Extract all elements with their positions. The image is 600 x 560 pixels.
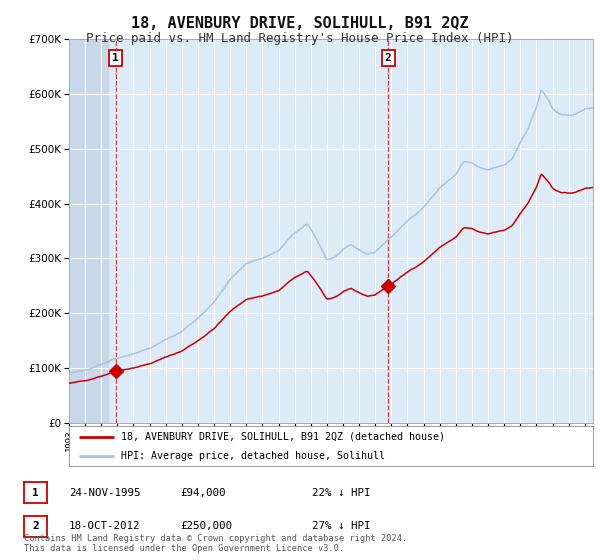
Text: 24-NOV-1995: 24-NOV-1995	[69, 488, 140, 498]
Text: 2: 2	[385, 53, 391, 63]
Text: Contains HM Land Registry data © Crown copyright and database right 2024.
This d: Contains HM Land Registry data © Crown c…	[24, 534, 407, 553]
Text: 1: 1	[32, 488, 39, 498]
Text: 18, AVENBURY DRIVE, SOLIHULL, B91 2QZ: 18, AVENBURY DRIVE, SOLIHULL, B91 2QZ	[131, 16, 469, 31]
Text: 27% ↓ HPI: 27% ↓ HPI	[312, 521, 371, 531]
Text: 22% ↓ HPI: 22% ↓ HPI	[312, 488, 371, 498]
Text: 18-OCT-2012: 18-OCT-2012	[69, 521, 140, 531]
Text: 18, AVENBURY DRIVE, SOLIHULL, B91 2QZ (detached house): 18, AVENBURY DRIVE, SOLIHULL, B91 2QZ (d…	[121, 432, 445, 442]
Text: Price paid vs. HM Land Registry's House Price Index (HPI): Price paid vs. HM Land Registry's House …	[86, 32, 514, 45]
Text: £94,000: £94,000	[180, 488, 226, 498]
Text: 2: 2	[32, 521, 39, 531]
Text: HPI: Average price, detached house, Solihull: HPI: Average price, detached house, Soli…	[121, 451, 385, 461]
Text: £250,000: £250,000	[180, 521, 232, 531]
Bar	[69, 39, 109, 423]
Text: 1: 1	[112, 53, 119, 63]
